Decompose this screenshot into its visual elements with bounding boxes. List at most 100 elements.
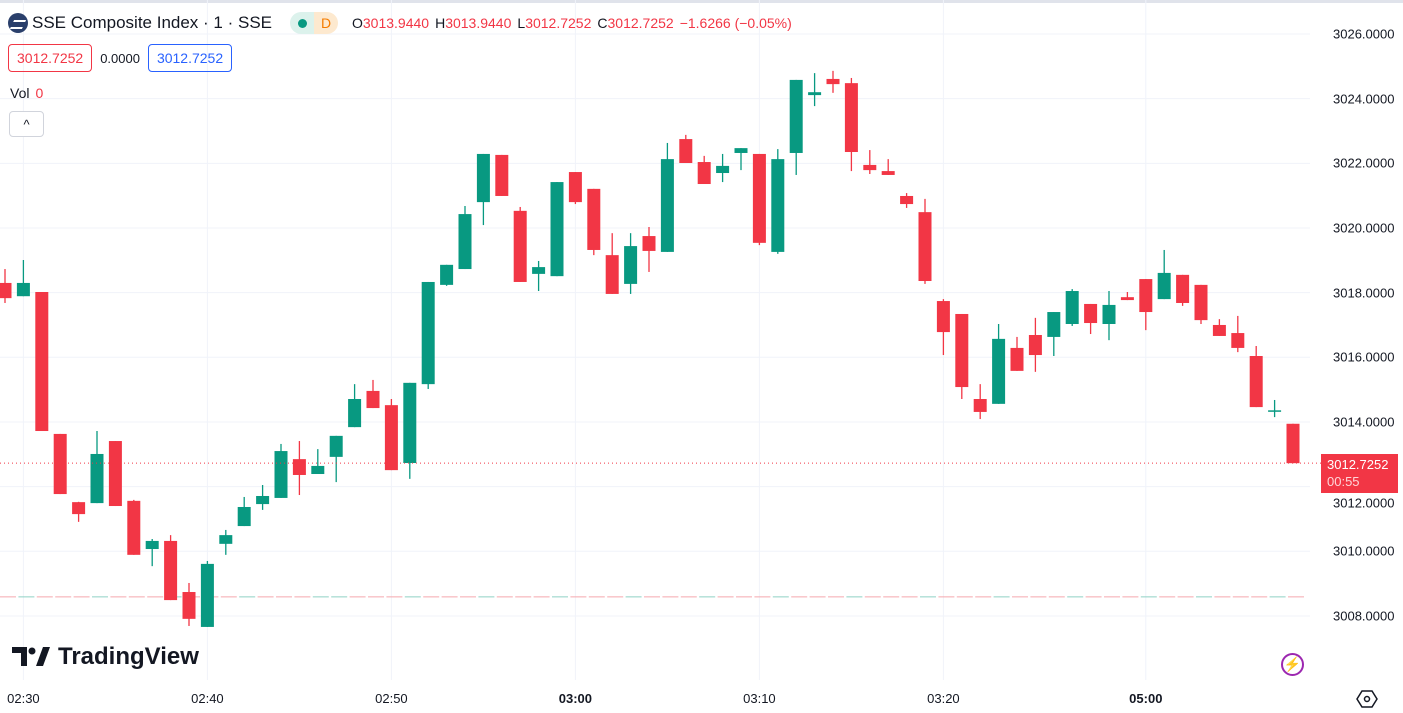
candle-body bbox=[532, 267, 546, 274]
tradingview-wordmark: TradingView bbox=[58, 643, 199, 670]
candle-down bbox=[1010, 336, 1024, 371]
time-tick-label: 05:00 bbox=[1129, 691, 1163, 706]
candle-up bbox=[716, 153, 730, 183]
status-badges[interactable]: D bbox=[290, 12, 338, 34]
collapse-legend-button[interactable]: ^ bbox=[9, 111, 44, 137]
lightning-icon[interactable]: ⚡ bbox=[1281, 653, 1304, 676]
candle-body bbox=[568, 172, 582, 203]
candle-down bbox=[1028, 317, 1042, 372]
volume-legend: Vol 0 bbox=[10, 85, 43, 101]
buy-button[interactable]: 3012.7252 bbox=[147, 44, 233, 72]
candle-up bbox=[16, 259, 30, 297]
time-tick-label: 03:10 bbox=[743, 691, 776, 706]
candle-up bbox=[624, 233, 638, 294]
time-tick-label: 02:50 bbox=[375, 691, 408, 706]
candle-body bbox=[145, 540, 159, 550]
candle-body bbox=[826, 78, 840, 85]
candle-body bbox=[1047, 312, 1061, 337]
candle-body bbox=[384, 405, 398, 471]
ohlc-values: O3013.9440 H3013.9440 L3012.7252 C3012.7… bbox=[352, 15, 792, 31]
candle-body bbox=[421, 281, 435, 385]
candle-body bbox=[0, 282, 12, 299]
symbol-title[interactable]: SSE Composite Index · 1 · SSE bbox=[32, 13, 272, 32]
symbol-legend: SSE Composite Index · 1 · SSE D O3013.94… bbox=[8, 10, 792, 36]
high-label: H bbox=[435, 15, 446, 31]
candle-down bbox=[1120, 291, 1134, 301]
candle-body bbox=[182, 592, 196, 619]
trade-buttons: 3012.7252 0.0000 3012.7252 bbox=[8, 44, 233, 72]
delayed-badge: D bbox=[314, 12, 338, 34]
candle-up bbox=[403, 382, 417, 479]
candle-down bbox=[53, 433, 67, 495]
candle-up bbox=[219, 529, 233, 555]
time-tick-label: 02:30 bbox=[7, 691, 40, 706]
candle-down bbox=[127, 499, 141, 555]
candle-up bbox=[789, 79, 803, 175]
candle-down bbox=[1176, 274, 1190, 306]
price-tick-label: 3012.0000 bbox=[1333, 495, 1395, 510]
candle-body bbox=[35, 291, 49, 432]
candle-down bbox=[642, 227, 656, 272]
candle-up bbox=[145, 538, 159, 567]
candle-body bbox=[918, 212, 932, 282]
candle-body bbox=[127, 500, 141, 555]
candle-up bbox=[992, 324, 1006, 404]
change-value: −1.6266 (−0.05%) bbox=[679, 15, 792, 31]
exchange-logo-icon bbox=[8, 13, 28, 33]
sell-button[interactable]: 3012.7252 bbox=[8, 44, 93, 72]
candle-up bbox=[476, 153, 490, 226]
candle-down bbox=[752, 153, 766, 246]
candle-body bbox=[900, 195, 914, 205]
candle-body bbox=[495, 154, 509, 196]
candle-body bbox=[403, 382, 417, 464]
candle-body bbox=[1231, 333, 1245, 348]
grid-lines bbox=[0, 0, 1310, 680]
settings-icon[interactable] bbox=[1356, 689, 1378, 709]
candle-up bbox=[90, 431, 104, 504]
tradingview-logo[interactable]: TradingView bbox=[12, 643, 199, 671]
candle-up bbox=[1268, 399, 1282, 418]
candle-up bbox=[1102, 291, 1116, 341]
candle-body bbox=[1268, 410, 1282, 412]
candle-body bbox=[440, 264, 454, 285]
candle-up bbox=[771, 149, 785, 254]
candle-body bbox=[237, 506, 251, 527]
last-price-tag: 3012.7252 00:55 bbox=[1321, 454, 1398, 493]
candle-body bbox=[1212, 324, 1226, 336]
candle-down bbox=[826, 70, 840, 93]
time-tick-label: 03:00 bbox=[558, 691, 593, 706]
price-tick-label: 3016.0000 bbox=[1333, 349, 1395, 365]
candle-down bbox=[366, 379, 380, 409]
candle-up bbox=[274, 443, 288, 498]
candle-body bbox=[605, 255, 619, 294]
candle-up bbox=[808, 73, 822, 107]
price-tick-label: 3022.0000 bbox=[1333, 155, 1395, 171]
candle-body bbox=[716, 165, 730, 174]
candle-down bbox=[164, 535, 178, 601]
price-tick-label: 3018.0000 bbox=[1333, 285, 1395, 301]
candle-down bbox=[1139, 279, 1153, 331]
candle-down bbox=[1249, 345, 1263, 408]
candle-down bbox=[936, 299, 950, 356]
candle-up bbox=[237, 496, 251, 527]
candle-body bbox=[844, 83, 858, 153]
close-label: C bbox=[597, 15, 608, 31]
candle-up bbox=[311, 449, 325, 475]
candle-down bbox=[1212, 319, 1226, 336]
candle-up bbox=[421, 281, 435, 389]
open-label: O bbox=[352, 15, 363, 31]
chevron-up-icon: ^ bbox=[23, 116, 30, 132]
candle-up bbox=[440, 264, 454, 286]
candle-down bbox=[955, 313, 969, 400]
candle-body bbox=[274, 451, 288, 498]
candle-down bbox=[679, 134, 693, 163]
market-open-icon bbox=[290, 12, 314, 34]
candle-body bbox=[311, 465, 325, 475]
candle-body bbox=[329, 435, 343, 457]
candle-down bbox=[973, 384, 987, 420]
candle-body bbox=[1102, 304, 1116, 325]
candle-up bbox=[532, 260, 546, 292]
candle-up bbox=[734, 148, 748, 171]
candle-down bbox=[1084, 303, 1098, 335]
